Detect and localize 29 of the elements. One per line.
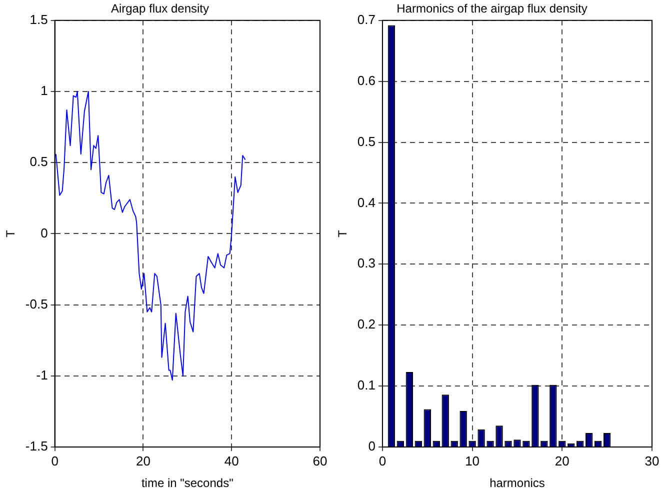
y-tick-label: 0.3 <box>357 256 376 271</box>
x-tick-label: 20 <box>554 453 570 468</box>
y-tick-label: 1 <box>40 83 48 98</box>
x-axis-title: harmonics <box>490 476 545 490</box>
x-axis-title: time in "seconds" <box>141 476 234 490</box>
x-tick-label: 0 <box>51 453 58 468</box>
x-tick-label: 30 <box>644 453 660 468</box>
y-tick-label: 0.2 <box>357 316 376 332</box>
y-tick-label: 1.5 <box>30 12 48 27</box>
x-tick-label: 20 <box>136 453 150 468</box>
y-tick-label: 0 <box>40 225 48 240</box>
y-tick-label: 0 <box>368 438 376 454</box>
y-axis-title: T <box>336 229 350 238</box>
y-tick-label: 0.5 <box>357 134 376 149</box>
x-tick-label: 0 <box>378 453 386 468</box>
chart-title: Harmonics of the airgap flux density <box>396 2 588 16</box>
y-tick-label: 0.7 <box>357 12 376 27</box>
x-tick-label: 60 <box>312 453 328 468</box>
y-tick-label: 0.4 <box>357 194 376 210</box>
y-tick-label: -0.5 <box>25 296 48 312</box>
y-tick-label: 0.1 <box>357 378 376 393</box>
y-tick-label: -1.5 <box>25 438 48 454</box>
x-tick-label: 10 <box>465 453 480 468</box>
y-tick-label: -1 <box>36 367 48 382</box>
y-tick-label: 0.6 <box>357 72 376 88</box>
x-tick-label: 40 <box>224 453 239 468</box>
y-axis-title: T <box>4 229 18 238</box>
y-tick-label: 0.5 <box>30 154 48 170</box>
chart-title: Airgap flux density <box>110 2 210 16</box>
